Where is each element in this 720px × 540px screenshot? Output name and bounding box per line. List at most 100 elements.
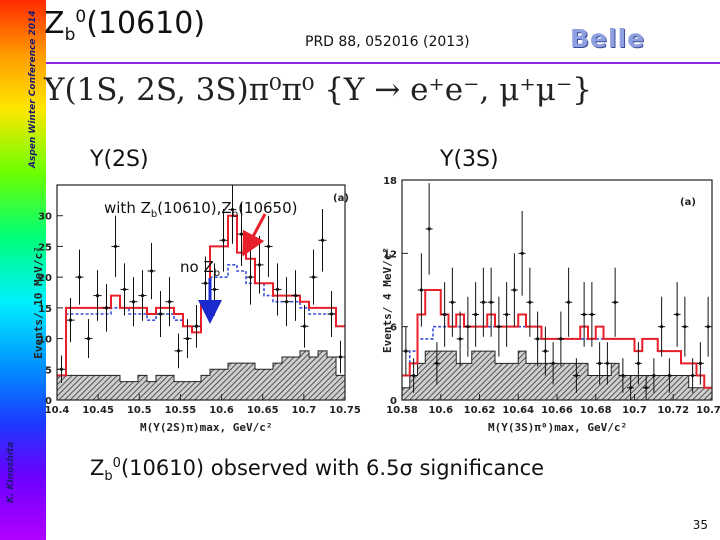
data-point <box>239 232 244 236</box>
data-point <box>95 293 100 298</box>
x-tick-label: 10.65 <box>247 405 279 416</box>
red-arrow <box>242 213 267 257</box>
y-axis-label: Events/ 10 MeV/c² <box>32 246 45 359</box>
data-point <box>636 361 640 365</box>
data-point <box>520 251 524 255</box>
y-tick-label: 30 <box>38 212 52 223</box>
fit-with-zb-curve <box>402 289 712 389</box>
data-point <box>435 361 439 365</box>
data-point <box>443 312 447 317</box>
background-histogram <box>56 350 346 401</box>
data-point <box>551 361 555 365</box>
data-point <box>613 300 617 304</box>
upsilon-3s-label: Υ(3S) <box>440 147 499 172</box>
data-point <box>167 300 172 304</box>
y-tick-label: 10 <box>38 335 52 346</box>
upsilon-2s-label: Υ(2S) <box>90 147 149 172</box>
panel-tag: (a) <box>333 193 349 204</box>
x-tick-label: 10.74 <box>696 405 720 416</box>
data-point <box>629 386 633 390</box>
title-divider <box>46 62 720 64</box>
data-point <box>149 269 154 273</box>
y-tick-label: 6 <box>390 323 397 334</box>
data-point <box>621 373 625 378</box>
data-point <box>691 373 695 378</box>
data-point <box>77 275 82 279</box>
data-point <box>248 275 253 279</box>
decay-formula: Υ(1S, 2S, 3S)π⁰π⁰ {Υ → e⁺e⁻, μ⁺μ⁻} <box>44 72 592 108</box>
data-point <box>212 287 217 292</box>
data-point <box>466 325 470 329</box>
data-point <box>275 287 280 292</box>
y-tick-label: 25 <box>38 242 52 253</box>
data-point <box>86 336 91 341</box>
y-tick-label: 20 <box>38 273 52 284</box>
data-point <box>203 281 208 285</box>
x-tick-label: 10.45 <box>82 405 114 416</box>
y-tick-label: 0 <box>390 396 397 407</box>
data-point <box>474 312 478 317</box>
data-point <box>644 386 648 390</box>
data-point <box>284 300 289 304</box>
panel-tag: (a) <box>680 197 696 208</box>
data-point <box>543 349 547 353</box>
data-point <box>598 361 602 365</box>
data-point <box>605 361 609 365</box>
y-tick-label: 0 <box>45 396 52 407</box>
x-tick-label: 10.7 <box>292 405 317 416</box>
y-tick-label: 18 <box>383 176 397 187</box>
data-point <box>221 238 226 242</box>
x-tick-label: 10.75 <box>329 405 361 416</box>
data-point <box>567 300 571 304</box>
data-point <box>489 300 493 304</box>
x-tick-label: 10.5 <box>127 405 152 416</box>
conclusion-text: Zb0(10610) observed with 6.5σ significan… <box>90 456 545 485</box>
data-point <box>131 300 136 304</box>
data-point <box>122 287 127 292</box>
slide-title: Zb0(10610) <box>44 6 206 45</box>
rainbow-sidebar <box>0 0 46 540</box>
data-point <box>660 325 664 329</box>
fit-with-zb-annotation: with Zb(10610),Zb(10650) <box>104 199 298 220</box>
data-point <box>559 337 563 341</box>
x-tick-label: 10.68 <box>580 405 612 416</box>
data-point <box>505 312 509 317</box>
data-point <box>68 318 73 322</box>
y-tick-label: 12 <box>383 249 397 260</box>
data-point <box>652 373 656 378</box>
data-point <box>230 207 235 212</box>
data-point <box>293 293 298 298</box>
x-tick-label: 10.62 <box>464 405 496 416</box>
plot-frame <box>56 184 346 401</box>
data-point <box>302 324 307 328</box>
x-tick-label: 10.64 <box>502 405 534 416</box>
data-point <box>667 373 671 378</box>
y-tick-label: 5 <box>45 365 52 376</box>
x-tick-label: 10.4 <box>45 405 70 416</box>
x-tick-label: 10.66 <box>541 405 573 416</box>
data-point <box>311 275 316 279</box>
y-tick-label: 15 <box>38 304 52 315</box>
data-point <box>257 263 262 267</box>
x-tick-label: 10.72 <box>657 405 689 416</box>
x-tick-label: 10.6 <box>428 405 453 416</box>
data-point <box>412 373 416 378</box>
data-point <box>450 300 454 304</box>
data-point <box>104 306 109 310</box>
data-point <box>338 355 343 359</box>
data-point <box>113 244 118 249</box>
x-tick-label: 10.7 <box>622 405 647 416</box>
x-tick-label: 10.6 <box>209 405 234 416</box>
data-point <box>458 337 462 341</box>
data-point <box>329 312 334 316</box>
data-point <box>497 325 501 329</box>
x-tick-label: 10.58 <box>386 405 418 416</box>
data-point <box>590 312 594 317</box>
data-point <box>185 336 190 341</box>
data-point <box>683 325 687 329</box>
data-point <box>158 312 163 316</box>
data-point <box>698 361 702 365</box>
fit-no-zb-annotation: no Zb <box>180 258 221 279</box>
